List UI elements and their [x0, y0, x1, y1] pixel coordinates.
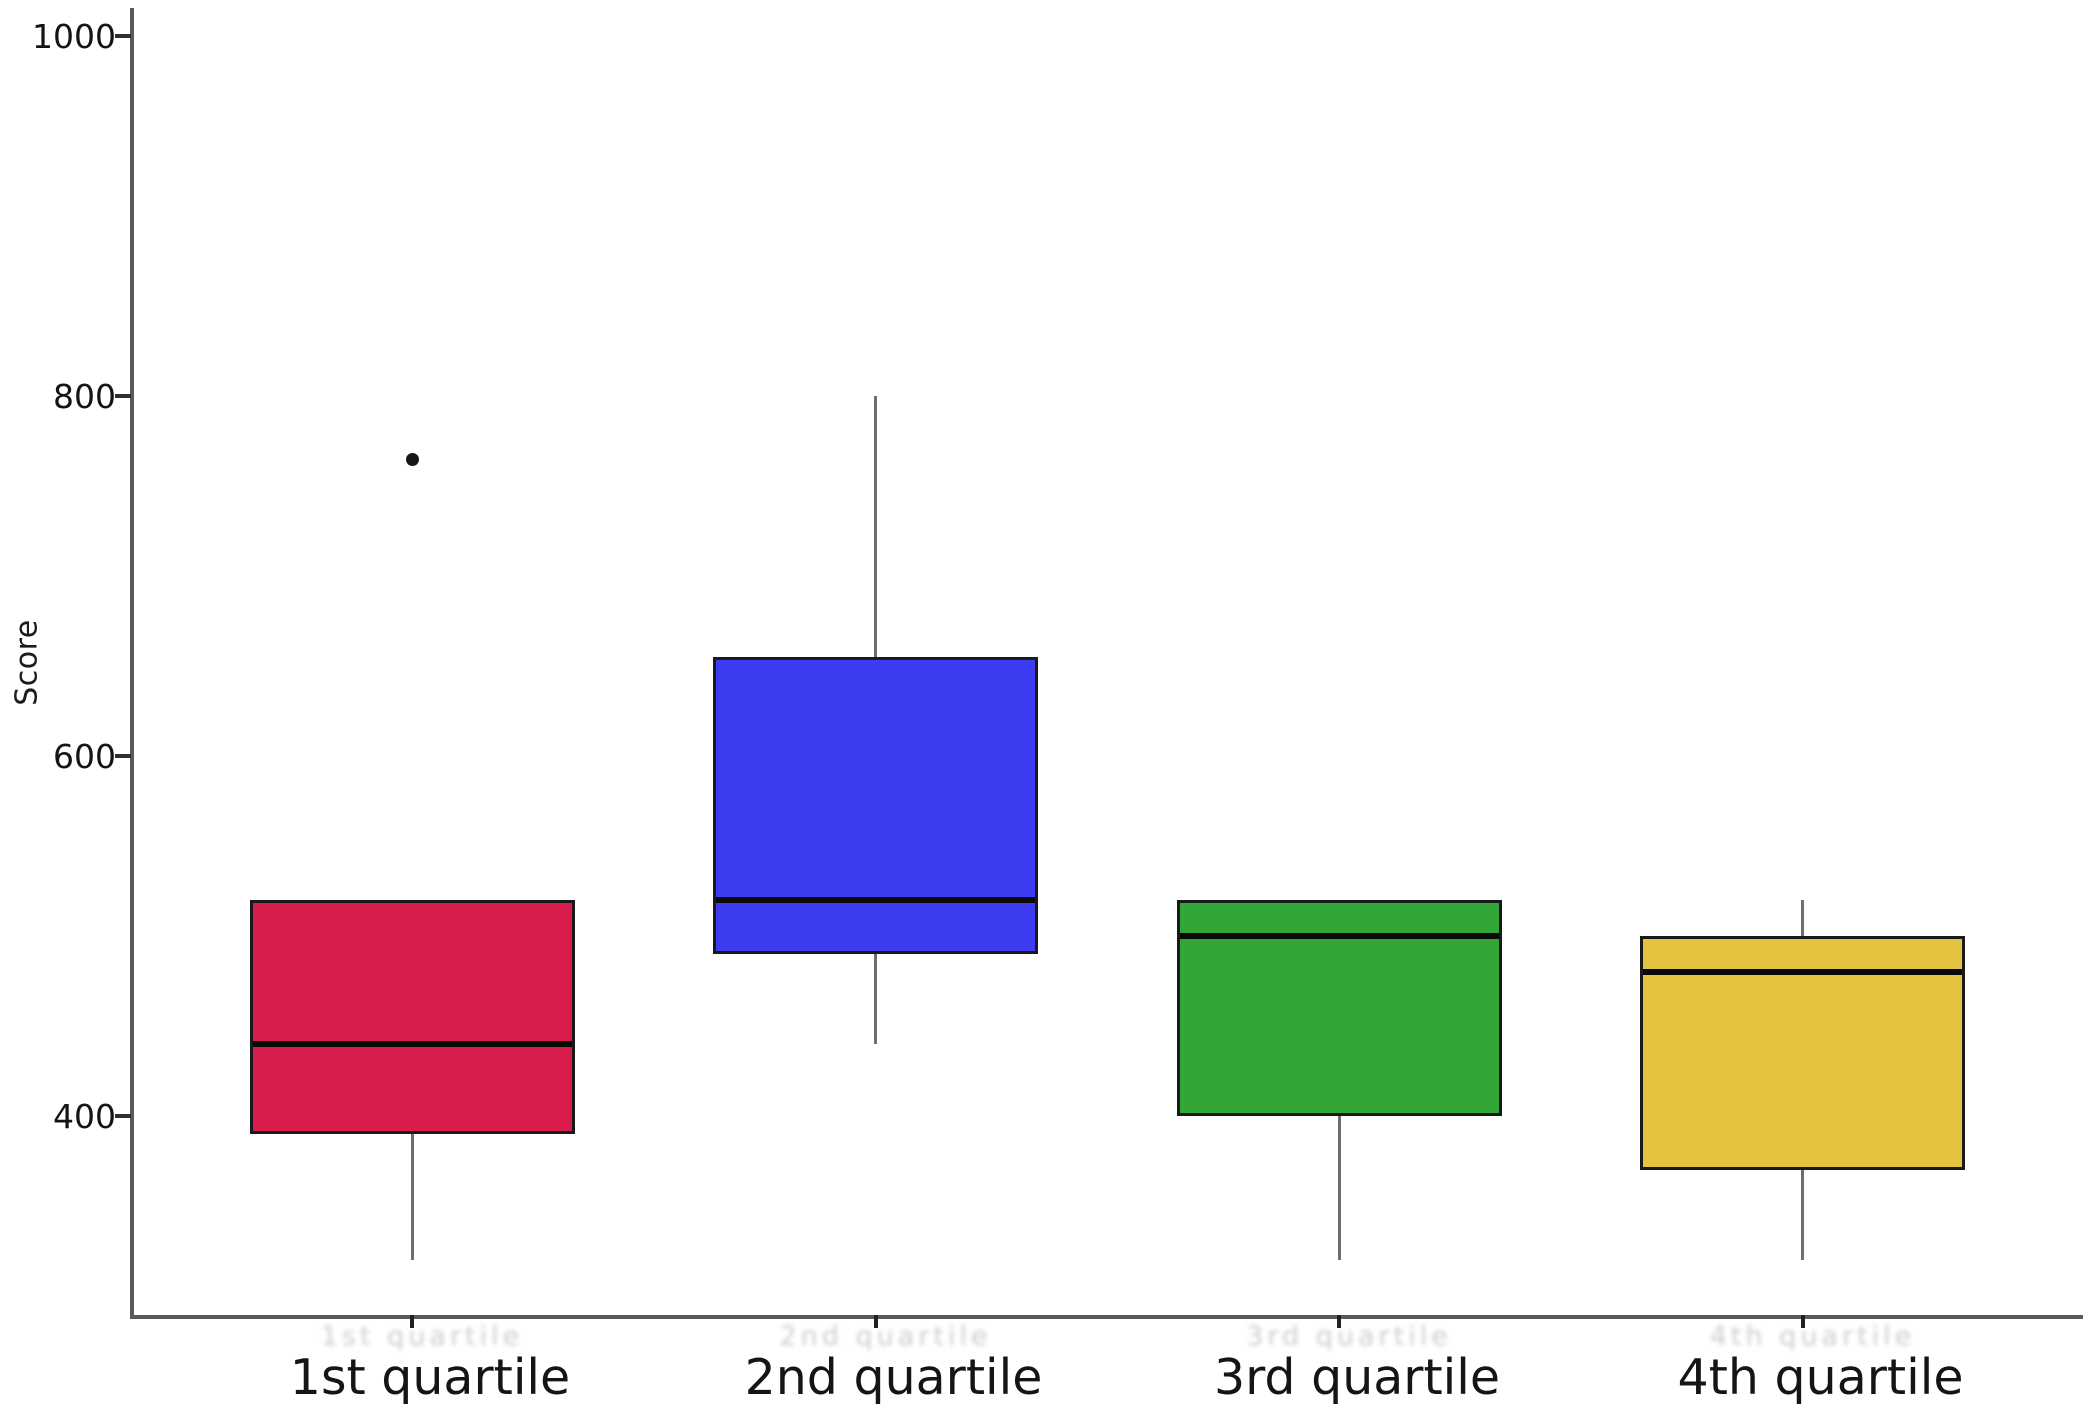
- x-axis-label: 1st quartile: [289, 1349, 571, 1406]
- x-tick-mark: [1337, 1315, 1341, 1328]
- y-tick-mark: [115, 34, 131, 38]
- y-tick-mark: [115, 1114, 131, 1118]
- x-axis-label-ghost: 3rd quartile: [1246, 1321, 1452, 1352]
- y-tick-mark: [115, 754, 131, 758]
- box-plot-box: [1640, 936, 1965, 1170]
- median-line: [252, 1041, 572, 1047]
- lower-whisker: [410, 1134, 414, 1260]
- median-line: [1179, 933, 1499, 939]
- x-tick-mark: [873, 1315, 878, 1328]
- x-axis-label-ghost: 2nd quartile: [779, 1321, 992, 1352]
- x-tick-mark: [410, 1315, 414, 1328]
- outlier-point: [405, 452, 419, 466]
- y-axis-title: Score: [9, 619, 45, 706]
- x-axis-label: 2nd quartile: [744, 1349, 1043, 1406]
- median-line: [1643, 969, 1962, 975]
- y-axis-line: [130, 8, 134, 1319]
- median-line: [716, 897, 1035, 903]
- y-tick-label: 400: [53, 1097, 116, 1136]
- upper-whisker: [1801, 900, 1804, 936]
- x-axis-line: [130, 1315, 2083, 1319]
- y-tick-label: 1000: [32, 17, 116, 56]
- lower-whisker: [874, 954, 877, 1044]
- y-tick-label: 800: [53, 377, 116, 416]
- upper-whisker: [874, 396, 877, 657]
- lower-whisker: [1801, 1170, 1804, 1260]
- box-plot-box: [713, 657, 1038, 954]
- x-axis-label: 4th quartile: [1677, 1349, 1964, 1406]
- x-tick-mark: [1800, 1315, 1805, 1328]
- x-axis-label: 3rd quartile: [1213, 1349, 1501, 1406]
- x-axis-label-ghost: 4th quartile: [1709, 1321, 1916, 1352]
- x-axis-label-ghost: 1st quartile: [320, 1321, 524, 1352]
- y-tick-mark: [115, 394, 131, 398]
- y-tick-label: 600: [53, 737, 116, 776]
- lower-whisker: [1337, 1116, 1341, 1260]
- box-plot-box: [249, 900, 575, 1134]
